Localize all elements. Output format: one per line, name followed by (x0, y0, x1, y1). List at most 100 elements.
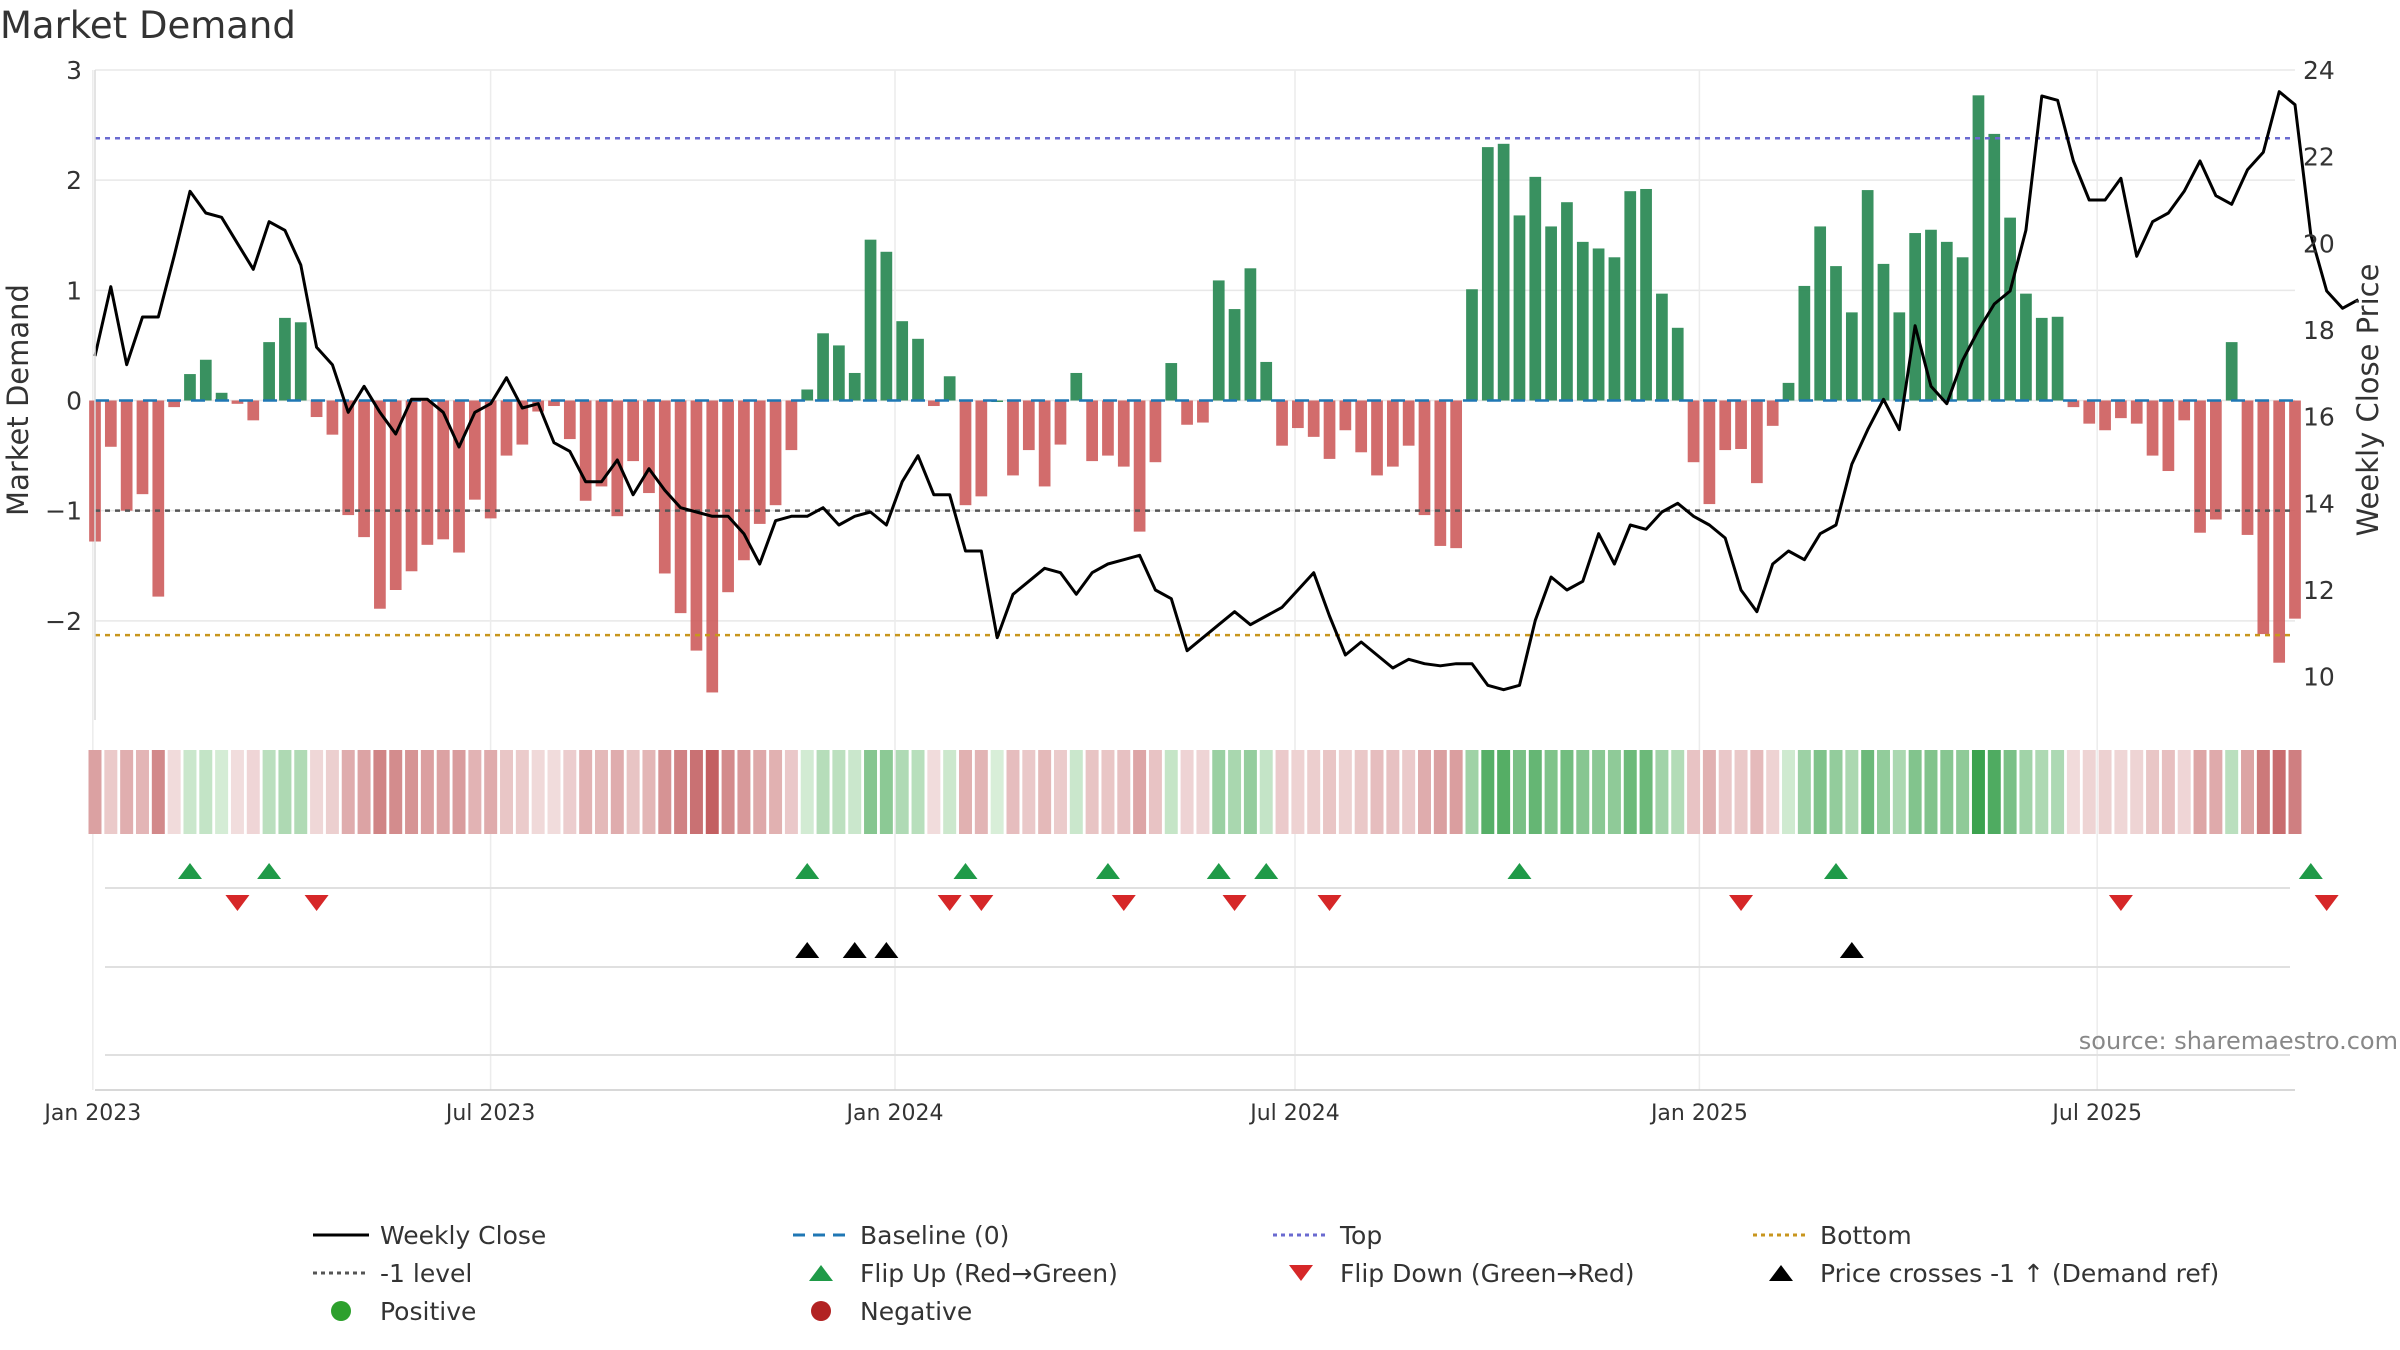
heat-strip-cell (405, 750, 419, 834)
heat-strip-cell (579, 750, 593, 834)
heat-strip-cell (563, 750, 577, 834)
demand-bar (1956, 257, 1969, 401)
heat-strip-cell (357, 750, 371, 834)
x-tick-label: Jan 2023 (42, 1101, 141, 1126)
heat-strip-cell (737, 750, 751, 834)
demand-bar (1877, 263, 1890, 401)
heat-strip-cell (848, 750, 862, 834)
heat-strip-cell (1687, 750, 1701, 834)
price-cross-marker (842, 942, 867, 958)
demand-bar (1070, 372, 1083, 401)
demand-bar (801, 389, 814, 401)
weekly-close-line (93, 90, 2360, 692)
demand-bar (1751, 400, 1763, 484)
flip-up-marker (2298, 863, 2323, 879)
demand-bar (1165, 363, 1178, 401)
heat-strip-cell (2003, 750, 2017, 834)
demand-bar (1893, 312, 1906, 401)
heat-strip-cell (674, 750, 688, 834)
heat-strip-cell (864, 750, 878, 834)
legend-dot (811, 1301, 831, 1321)
heat-strip-cell (2193, 750, 2207, 834)
demand-bar (579, 400, 592, 501)
heat-strip-cell (1497, 750, 1511, 834)
flip-down-marker (1111, 895, 1136, 911)
legend-label: Negative (860, 1296, 973, 1326)
demand-bar (1481, 147, 1494, 401)
demand-bar (120, 400, 133, 511)
heat-strip-cell (1560, 750, 1574, 834)
price-cross-marker (1839, 942, 1864, 958)
heat-strip-cell (610, 750, 624, 834)
y-tick-label-right: 14 (2303, 489, 2335, 518)
heat-strip-cell (990, 750, 1004, 834)
legend-symbol (793, 1233, 849, 1237)
demand-bar (263, 342, 275, 401)
demand-bar (1561, 202, 1573, 401)
legend-symbol (331, 1301, 351, 1321)
heat-strip-cell (2082, 750, 2096, 834)
demand-bar (104, 400, 117, 447)
heat-strip-cell (816, 750, 830, 834)
demand-bar (2289, 400, 2301, 619)
heat-strip-cell (88, 750, 102, 834)
demand-bar (1640, 188, 1652, 401)
y-tick-label-left: −2 (45, 607, 82, 636)
demand-bar (1624, 191, 1637, 401)
flip-down-marker (969, 895, 994, 911)
demand-bar (548, 400, 560, 407)
heat-strip-cell (500, 750, 513, 834)
heat-strip-cell (705, 750, 719, 834)
heat-strip-cell (341, 750, 355, 834)
demand-bar (1766, 400, 1779, 426)
heat-strip-cell (1845, 750, 1859, 834)
heat-strip-cell (1481, 750, 1495, 834)
legend-label: Flip Up (Red→Green) (860, 1258, 1118, 1288)
flip-up-marker (1095, 863, 1120, 879)
legend-item: Weekly Close (310, 1220, 546, 1250)
demand-bar (1988, 133, 2001, 401)
demand-bar (1940, 241, 1953, 401)
demand-bar (1292, 400, 1304, 429)
heat-strip-cell (1734, 750, 1748, 834)
flip-up-marker (1507, 863, 1532, 879)
demand-bar (1386, 400, 1399, 467)
heat-strip-cell (800, 750, 814, 834)
demand-bar (2146, 400, 2159, 456)
legend-symbol (313, 1233, 369, 1237)
x-tick-label: Jan 2024 (845, 1101, 944, 1126)
heat-strip-cell (183, 750, 197, 834)
y-tick-label-left: −1 (45, 497, 82, 526)
chart-legend: Weekly Close Baseline (0) Top Bottom -1 leve… (310, 1220, 2290, 1340)
flip-up-marker (1254, 863, 1279, 879)
heat-strip-cell (310, 750, 324, 834)
heat-strip-cell (2051, 750, 2065, 834)
x-tick-label: Jul 2025 (2050, 1101, 2142, 1126)
heat-strip-cell (1623, 750, 1637, 834)
x-tick-label: Jul 2023 (444, 1101, 536, 1126)
demand-bar (2115, 400, 2127, 419)
heat-strip-cell (2130, 750, 2144, 834)
heat-strip-cell (1243, 750, 1257, 834)
heat-strip-cell (1639, 750, 1653, 834)
demand-bar (1228, 309, 1241, 401)
legend-symbol (1273, 1233, 1329, 1237)
heat-strip-cell (1576, 750, 1590, 834)
demand-bar (374, 400, 386, 609)
demand-bar (2051, 316, 2064, 401)
demand-bars (89, 95, 2301, 693)
demand-bar (1102, 400, 1114, 456)
y-axis-label-left: Market Demand (1, 284, 35, 516)
y-tick-label-right: 20 (2303, 229, 2335, 258)
heat-strip-cell (1164, 750, 1178, 834)
heat-strip-cell (2272, 750, 2286, 834)
heat-strip-cell (262, 750, 276, 834)
heat-strip-cell (1196, 750, 1210, 834)
demand-bar (358, 400, 370, 538)
legend-label: -1 level (380, 1258, 473, 1288)
y-tick-label-right: 10 (2303, 663, 2335, 692)
demand-bar (1545, 226, 1557, 401)
demand-bar (563, 400, 576, 440)
y-tick-label-left: 0 (66, 387, 82, 416)
heat-strip-cell (1133, 750, 1147, 834)
